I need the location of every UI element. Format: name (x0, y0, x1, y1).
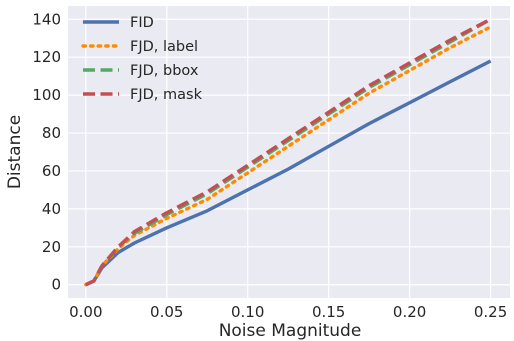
series-layer (84, 17, 493, 287)
series-line (85, 17, 492, 287)
legend: FID FJD, label FJD, bbox FJD, mask (81, 15, 203, 103)
legend-label: FID (130, 15, 154, 31)
y-tick-label: 40 (42, 200, 61, 218)
x-axis-ticks: 0.00 0.05 0.10 0.15 0.20 0.25 (69, 303, 507, 321)
x-tick-label: 0.05 (150, 303, 183, 321)
y-tick-label: 20 (42, 238, 61, 256)
y-tick-label: 60 (42, 162, 61, 180)
x-tick-label: 0.20 (393, 303, 426, 321)
x-tick-label: 0.10 (231, 303, 264, 321)
y-axis-ticks: 0 20 40 60 80 100 120 140 (32, 10, 61, 293)
x-tick-label: 0.00 (69, 303, 102, 321)
y-tick-label: 120 (32, 48, 61, 66)
series-line (84, 25, 493, 287)
plot-area (68, 6, 510, 298)
y-tick-label: 100 (32, 86, 61, 104)
grid (68, 6, 510, 298)
legend-label: FJD, mask (130, 87, 203, 103)
x-tick-label: 0.15 (312, 303, 345, 321)
x-tick-label: 0.25 (474, 303, 507, 321)
legend-label: FJD, label (130, 39, 198, 55)
y-tick-label: 140 (32, 10, 61, 28)
y-tick-label: 0 (51, 276, 61, 294)
y-tick-label: 80 (42, 124, 61, 142)
legend-label: FJD, bbox (130, 63, 199, 79)
y-axis-label: Distance (5, 115, 25, 189)
x-axis-label: Noise Magnitude (219, 321, 362, 341)
